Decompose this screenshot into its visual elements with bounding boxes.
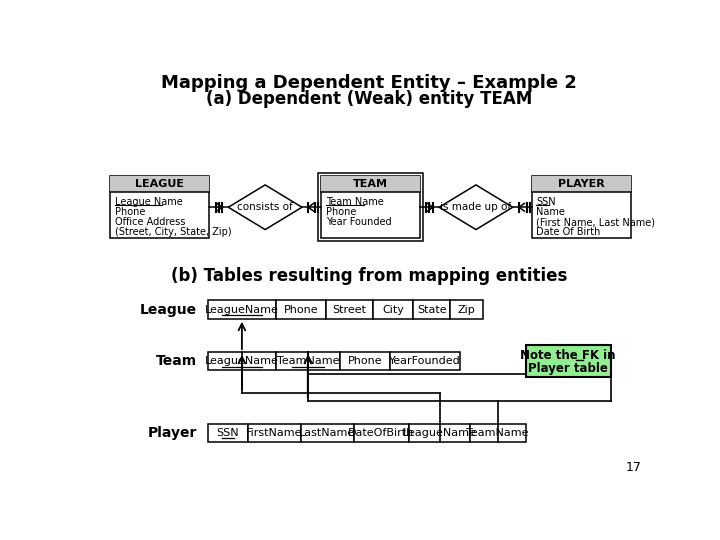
- Text: DateOfBirth: DateOfBirth: [348, 428, 415, 438]
- Text: Team: Team: [156, 354, 197, 368]
- Text: Team Name: Team Name: [325, 197, 383, 207]
- Text: League Name: League Name: [114, 197, 183, 207]
- Text: LeagueName: LeagueName: [402, 428, 477, 438]
- Bar: [110, 177, 210, 238]
- Text: PLAYER: PLAYER: [558, 179, 605, 189]
- Text: (a) Dependent (Weak) entity TEAM: (a) Dependent (Weak) entity TEAM: [206, 90, 532, 108]
- Text: LEAGUE: LEAGUE: [135, 179, 184, 189]
- Text: LeagueName: LeagueName: [205, 356, 279, 366]
- Bar: [208, 352, 276, 370]
- Bar: [340, 352, 390, 370]
- Text: Zip: Zip: [458, 305, 475, 315]
- Bar: [276, 352, 340, 370]
- Text: Phone: Phone: [284, 305, 318, 315]
- Bar: [321, 177, 420, 192]
- Bar: [469, 423, 526, 442]
- Text: Player: Player: [148, 426, 197, 440]
- Text: SSN: SSN: [217, 428, 239, 438]
- Text: TeamName: TeamName: [467, 428, 529, 438]
- Text: TeamName: TeamName: [276, 356, 339, 366]
- Text: 17: 17: [626, 462, 642, 475]
- Text: LeagueName: LeagueName: [205, 305, 279, 315]
- Text: Year Founded: Year Founded: [325, 217, 391, 227]
- Bar: [326, 300, 373, 319]
- Text: LastName: LastName: [299, 428, 355, 438]
- Text: Date Of Birth: Date Of Birth: [536, 227, 600, 237]
- Bar: [110, 177, 210, 192]
- Bar: [208, 300, 276, 319]
- Text: Mapping a Dependent Entity – Example 2: Mapping a Dependent Entity – Example 2: [161, 74, 577, 92]
- Text: Name: Name: [536, 207, 565, 217]
- Bar: [276, 300, 326, 319]
- Text: Street: Street: [333, 305, 366, 315]
- Text: SSN: SSN: [536, 197, 556, 207]
- Text: Player table: Player table: [528, 362, 608, 375]
- Text: (Street, City, State, Zip): (Street, City, State, Zip): [114, 227, 231, 237]
- Text: Note the FK in: Note the FK in: [521, 349, 616, 362]
- Bar: [208, 423, 248, 442]
- Bar: [301, 423, 354, 442]
- Text: YearFounded: YearFounded: [389, 356, 461, 366]
- Bar: [373, 300, 413, 319]
- Text: League: League: [140, 302, 197, 316]
- Text: City: City: [382, 305, 404, 315]
- Text: FirstName: FirstName: [246, 428, 302, 438]
- Bar: [248, 423, 301, 442]
- Bar: [451, 300, 483, 319]
- Text: Phone: Phone: [114, 207, 145, 217]
- Bar: [390, 352, 459, 370]
- Text: (First Name, Last Name): (First Name, Last Name): [536, 217, 655, 227]
- Text: consists of: consists of: [238, 202, 293, 212]
- Text: is made up of: is made up of: [441, 202, 511, 212]
- Polygon shape: [228, 185, 302, 230]
- Bar: [321, 177, 420, 238]
- Bar: [409, 423, 469, 442]
- Bar: [318, 173, 423, 241]
- Bar: [354, 423, 409, 442]
- Text: Office Address: Office Address: [114, 217, 185, 227]
- Text: TEAM: TEAM: [353, 179, 388, 189]
- Bar: [413, 300, 451, 319]
- Bar: [532, 177, 631, 192]
- Bar: [526, 345, 611, 377]
- Text: Phone: Phone: [348, 356, 382, 366]
- Text: State: State: [417, 305, 446, 315]
- Text: (b) Tables resulting from mapping entities: (b) Tables resulting from mapping entiti…: [171, 267, 567, 285]
- Text: Phone: Phone: [325, 207, 356, 217]
- Bar: [532, 177, 631, 238]
- Polygon shape: [439, 185, 513, 230]
